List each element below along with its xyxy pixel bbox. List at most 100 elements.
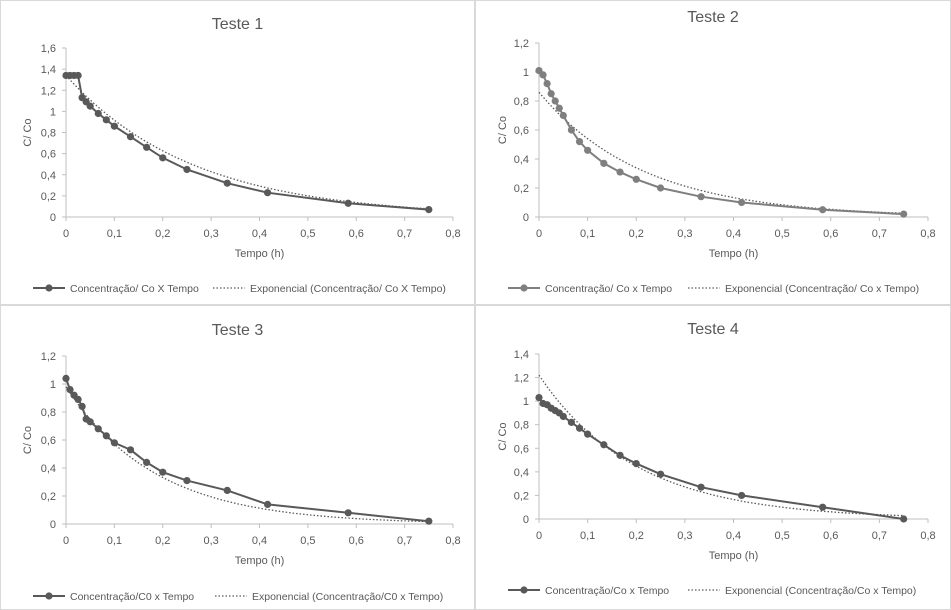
data-point (632, 460, 640, 468)
data-point (738, 198, 746, 207)
x-tick-label: 0 (63, 535, 69, 547)
y-tick-label: 1 (523, 396, 529, 408)
x-tick-label: 0,1 (107, 535, 122, 547)
series-line-exponencial (538, 374, 904, 517)
x-tick-label: 0,5 (774, 530, 789, 542)
data-point (575, 424, 584, 432)
series-line-exponencial (65, 75, 429, 210)
chart-title: Teste 1 (212, 16, 264, 33)
data-point (94, 109, 102, 118)
y-axis-label: C/ Co (497, 116, 509, 144)
x-tick-label: 0,6 (823, 228, 838, 240)
data-point (819, 503, 827, 511)
x-tick-label: 0,4 (252, 535, 267, 547)
x-tick-label: 0,7 (397, 228, 412, 240)
series-line-exponencial (538, 91, 904, 214)
x-tick-label: 0,5 (774, 228, 789, 240)
chart-title: Teste 3 (212, 322, 264, 339)
chart-svg-4: Teste 4 0 0,2 0,4 0,6 0,8 1 1,2 1,4 0 0,1 0,2 0,3 0,4… (497, 321, 936, 597)
x-tick-label: 0,1 (580, 530, 595, 542)
data-point (94, 425, 102, 433)
legend-label-concentracao: Concentração/ Co x Tempo (545, 283, 672, 295)
data-point (425, 206, 433, 214)
data-point (425, 517, 433, 525)
x-tick-label: 0,5 (300, 535, 315, 547)
data-point (819, 206, 827, 214)
data-point (110, 439, 118, 447)
data-point (547, 90, 555, 98)
legend-marker (520, 284, 528, 292)
y-axis-label: C/ Co (22, 426, 34, 454)
data-point (567, 126, 576, 134)
data-point (78, 402, 86, 410)
data-point (616, 451, 624, 459)
data-point (555, 104, 563, 112)
x-axis-label: Tempo (h) (235, 248, 285, 260)
x-tick-label: 0 (63, 228, 69, 240)
y-tick-label: 1 (523, 67, 529, 79)
data-point (110, 122, 118, 130)
x-tick-label: 0,1 (107, 228, 122, 240)
chart-svg-1: Teste 1 0 0,2 0,4 0,6 0,8 1 1,2 1,4 1,6 0 0,1 0,2 0,3… (22, 16, 461, 295)
legend-label-concentracao: Concentração/ Co X Tempo (70, 283, 199, 295)
chart-title: Teste 2 (687, 9, 739, 26)
x-tick-label: 0,8 (445, 228, 460, 240)
data-point (263, 500, 272, 508)
data-point (559, 412, 567, 421)
y-tick-label: 0 (50, 212, 56, 224)
data-point (697, 193, 705, 201)
y-tick-label: 1,4 (514, 349, 529, 361)
y-axis-label: C/ Co (22, 118, 34, 146)
y-tick-label: 0,8 (514, 96, 529, 108)
data-point (159, 468, 167, 476)
y-tick-label: 0,8 (41, 407, 56, 419)
data-point (900, 210, 908, 218)
data-point (656, 184, 665, 192)
x-tick-label: 0,7 (872, 228, 887, 240)
data-point (86, 102, 94, 110)
legend-marker (45, 284, 53, 292)
x-tick-label: 0,2 (629, 530, 644, 542)
y-tick-label: 0,2 (41, 191, 56, 203)
legend-label-concentracao: Concentração/C0 x Tempo (70, 591, 194, 603)
x-axis-label: Tempo (h) (235, 555, 285, 567)
y-tick-label: 0 (523, 212, 529, 224)
data-point (535, 394, 543, 402)
data-point (584, 430, 592, 438)
x-tick-label: 0,3 (203, 228, 218, 240)
data-point (223, 179, 231, 187)
data-point (656, 470, 665, 478)
data-point (74, 395, 82, 403)
data-point (600, 441, 608, 449)
chart-panel-teste-3: Teste 3 0 0,2 0,4 0,6 0,8 1 1,2 0 0,1 0,2 0,3 0,4 0,5… (0, 305, 475, 610)
y-tick-label: 0,4 (514, 467, 529, 479)
data-point (126, 133, 135, 141)
y-tick-label: 0,6 (514, 443, 529, 455)
y-tick-label: 1 (50, 106, 56, 118)
chart-title: Teste 4 (687, 321, 739, 338)
data-point (183, 165, 191, 174)
data-point (567, 418, 576, 426)
x-tick-label: 0,2 (629, 228, 644, 240)
y-tick-label: 1,2 (514, 373, 529, 385)
series-line-concentracao (538, 397, 904, 520)
y-tick-label: 0,6 (41, 435, 56, 447)
data-point (102, 432, 110, 440)
y-tick-label: 0,8 (41, 128, 56, 140)
y-tick-label: 0,4 (514, 154, 529, 166)
y-tick-label: 0,2 (514, 490, 529, 502)
data-point (126, 446, 135, 454)
data-point (143, 458, 151, 466)
legend-label-exponencial: Exponencial (Concentração/Co x Tempo) (725, 585, 916, 597)
y-tick-label: 1,2 (41, 85, 56, 97)
x-tick-label: 0,2 (155, 228, 170, 240)
x-tick-label: 0,5 (300, 228, 315, 240)
legend-label-exponencial: Exponencial (Concentração/ Co x Tempo) (725, 283, 919, 295)
data-point (263, 189, 272, 197)
data-point (584, 146, 592, 154)
y-tick-label: 1,2 (41, 351, 56, 363)
chart-panel-teste-2: Teste 2 0 0,2 0,4 0,6 0,8 1 1,2 0 0,1 0,2 0,3 0,4 0,5… (475, 0, 951, 305)
y-tick-label: 1 (50, 379, 56, 391)
x-tick-label: 0,2 (155, 535, 170, 547)
data-point (697, 483, 705, 491)
